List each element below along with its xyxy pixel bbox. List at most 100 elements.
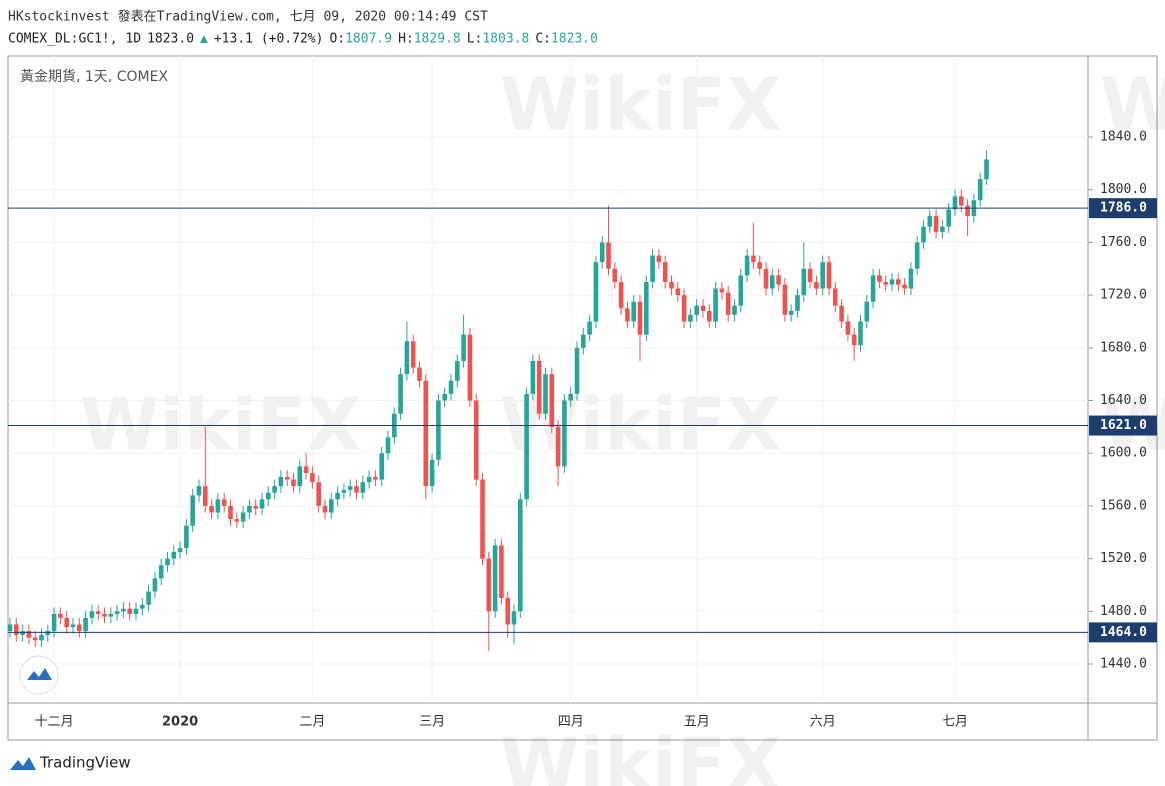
y-tick-label: 1520.0 — [1100, 551, 1147, 566]
candle-body — [946, 209, 951, 227]
candle-body — [864, 301, 870, 322]
candle-body — [410, 341, 416, 368]
grid — [8, 56, 1088, 703]
candle-body — [896, 279, 901, 285]
y-tick-label: 1800.0 — [1100, 182, 1147, 197]
candle-body — [310, 472, 315, 483]
candle-body — [492, 545, 498, 612]
candle-body — [977, 179, 983, 201]
candle-body — [240, 512, 246, 522]
candle-body — [133, 608, 139, 614]
candle-body — [83, 617, 88, 632]
candle-body — [581, 334, 586, 348]
candle-body — [39, 635, 44, 641]
legend-symbol: COMEX_DL:GC1!, 1D — [8, 32, 141, 47]
y-tick-label: 1560.0 — [1100, 498, 1147, 513]
candle-body — [228, 505, 233, 520]
candle-body — [26, 631, 32, 638]
price-label: 1464.0 — [1100, 625, 1147, 640]
candle-body — [536, 360, 542, 414]
candle-body — [965, 205, 970, 217]
candle-body — [707, 310, 712, 322]
candle-body — [719, 288, 725, 293]
candle-body — [436, 400, 441, 460]
candle-body — [776, 275, 781, 285]
author-line: HKstockinvest 發表在TradingView.com, 七月 09,… — [8, 10, 488, 25]
candle-body — [45, 631, 51, 636]
candle-body — [291, 479, 296, 487]
legend-last: 1823.0 — [147, 32, 194, 47]
pane-title: 黃金期貨, 1天, COMEX — [20, 68, 168, 85]
candle-body — [725, 292, 731, 315]
y-tick-label: 1640.0 — [1100, 393, 1147, 408]
candle-body — [902, 284, 907, 289]
candle-body — [593, 262, 599, 322]
legend-c: 1823.0 — [551, 32, 598, 47]
candle-body — [833, 288, 838, 306]
candle-body — [858, 321, 863, 346]
candle-body — [203, 486, 208, 506]
candle-body — [883, 281, 888, 285]
candle-body — [505, 598, 510, 625]
candle-body — [284, 476, 290, 480]
candle-body — [7, 624, 13, 632]
candle-body — [329, 499, 334, 513]
candle-body — [32, 637, 38, 641]
candle-body — [732, 305, 737, 315]
candle-body — [940, 226, 945, 232]
candle-body — [681, 295, 687, 322]
candle-body — [669, 281, 674, 289]
logo-icon — [27, 668, 52, 680]
candle-body — [738, 275, 744, 306]
candle-body — [782, 284, 788, 315]
candle-body — [927, 216, 933, 227]
legend: COMEX_DL:GC1!, 1D 1823.0 ▲ +13.1 (+0.72%) O:… — [8, 32, 598, 47]
price-label-box — [1089, 622, 1157, 643]
candle-body — [788, 310, 794, 315]
candle-body — [89, 611, 95, 618]
candle-body — [114, 611, 120, 614]
candle-body — [303, 466, 309, 473]
candle-body — [448, 380, 454, 394]
candle-body — [184, 525, 189, 549]
legend-l-key: L: — [467, 32, 483, 47]
watermark: WikiFX — [500, 383, 781, 467]
candles — [7, 150, 1088, 651]
legend-change: +13.1 (+0.72%) — [214, 32, 324, 47]
candle-body — [826, 262, 832, 289]
watermark: WikiFX — [80, 383, 361, 467]
y-tick-label: 1760.0 — [1100, 235, 1147, 250]
candle-body — [14, 624, 19, 636]
brand-text[interactable]: TradingView — [39, 754, 131, 772]
candle-body — [253, 505, 258, 509]
candle-body — [820, 262, 825, 289]
candle-body — [612, 268, 618, 282]
watermark: WikiFX — [500, 63, 781, 147]
candle-body — [562, 400, 567, 467]
candle-body — [637, 301, 643, 335]
candle-body — [801, 268, 807, 296]
candle-body — [751, 255, 756, 263]
candle-body — [889, 279, 895, 285]
y-tick-label: 1720.0 — [1100, 288, 1147, 303]
candle-body — [757, 262, 762, 269]
candle-body — [347, 486, 353, 491]
candle-body — [656, 255, 662, 263]
x-tick-label: 2020 — [162, 715, 198, 730]
candle-body — [297, 466, 303, 487]
candle-body — [196, 486, 202, 496]
candle-body — [102, 613, 107, 617]
candle-body — [568, 393, 573, 401]
candle-body — [763, 268, 769, 289]
logo-button[interactable] — [19, 655, 59, 695]
candle-body — [341, 490, 347, 493]
candle-body — [480, 479, 485, 559]
legend-o-key: O: — [329, 32, 345, 47]
candle-body — [587, 321, 592, 335]
candle-body — [845, 321, 851, 335]
candle-body — [650, 255, 655, 282]
x-tick-label: 六月 — [810, 715, 836, 730]
candle-body — [247, 505, 252, 513]
